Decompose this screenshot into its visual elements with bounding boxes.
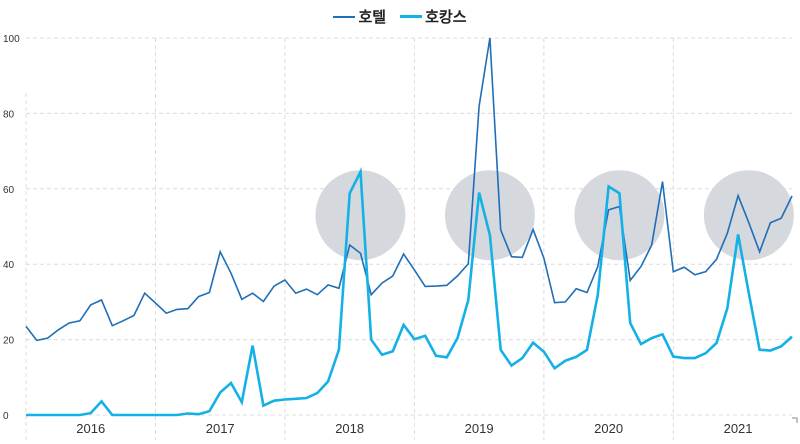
x-tick-label: 2020 bbox=[594, 421, 623, 436]
x-tick-label: 2021 bbox=[724, 421, 753, 436]
legend: 호텔 호캉스 bbox=[0, 6, 800, 27]
y-tick-label: 20 bbox=[3, 336, 15, 347]
x-tick-label: 2018 bbox=[335, 421, 364, 436]
legend-item-hocance[interactable]: 호캉스 bbox=[400, 6, 467, 27]
series-line-hotel bbox=[25, 37, 793, 342]
y-tick-label: 40 bbox=[3, 260, 15, 271]
legend-label-hocance: 호캉스 bbox=[425, 9, 467, 26]
legend-label-hotel: 호텔 bbox=[358, 9, 387, 26]
legend-swatch-hocance bbox=[400, 15, 423, 18]
legend-swatch-hotel bbox=[333, 15, 356, 18]
x-tick-label: 2016 bbox=[76, 421, 105, 436]
y-tick-label: 0 bbox=[3, 411, 9, 422]
y-tick-label: 100 bbox=[3, 34, 20, 45]
series-line-hocance bbox=[26, 166, 793, 417]
y-tick-label: 80 bbox=[3, 109, 15, 120]
axis-corner-mark bbox=[792, 417, 798, 423]
highlight-circle bbox=[315, 170, 406, 261]
legend-item-hotel[interactable]: 호텔 bbox=[333, 6, 386, 27]
highlight-circle bbox=[574, 170, 665, 261]
highlight-circle bbox=[703, 170, 794, 261]
highlight-circle bbox=[444, 170, 535, 261]
x-tick-label: 2019 bbox=[465, 421, 494, 436]
y-tick-label: 60 bbox=[3, 185, 15, 196]
x-tick-label: 2017 bbox=[206, 421, 235, 436]
